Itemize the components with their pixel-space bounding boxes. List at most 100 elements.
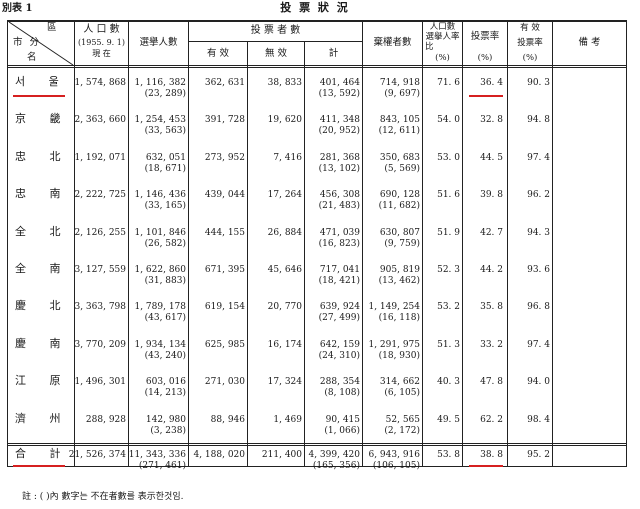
footnote: 註 : ( )內 數字는 不在者數를 表示한것임. bbox=[22, 492, 184, 502]
corner-header-top: 區 bbox=[47, 22, 57, 33]
cell-abstain: 690, 128 bbox=[379, 190, 420, 201]
cell-invalid: 38, 833 bbox=[267, 78, 302, 88]
cell-vrate: 97. 4 bbox=[527, 152, 550, 163]
cell-ratio: 51. 6 bbox=[437, 190, 460, 201]
cell-invalid: 16, 174 bbox=[267, 339, 302, 350]
cell-pop: 3, 363, 798 bbox=[74, 302, 126, 313]
region-name: 合 計 bbox=[15, 447, 71, 460]
cell-invalid: 45, 646 bbox=[267, 265, 302, 275]
cell-pop: 3, 770, 209 bbox=[74, 339, 126, 350]
cell-turnout: 62. 2 bbox=[480, 414, 503, 425]
cell-valid: 271, 030 bbox=[204, 377, 245, 388]
cell-abstain: 52, 565 bbox=[385, 414, 420, 425]
region-name: 忠 北 bbox=[15, 149, 71, 163]
cell-total_abs: (18, 421) bbox=[318, 276, 360, 286]
region-name: 慶 南 bbox=[15, 336, 71, 350]
voting-status-table: 區 市 分 道 名 人 口 數 (1955. 9. 1) 現 在 選擧人數 投 … bbox=[7, 20, 627, 471]
col-valid: 有 效 bbox=[206, 48, 230, 59]
cell-valid: 273, 952 bbox=[204, 152, 245, 163]
cell-turnout: 36. 4 bbox=[480, 78, 503, 88]
region-name: 全 北 bbox=[15, 224, 71, 238]
col-vrate-2: 投票率 bbox=[517, 38, 543, 48]
col-invalid: 無 效 bbox=[264, 48, 288, 59]
cell-valid: 391, 728 bbox=[204, 115, 245, 126]
cell-turnout: 42. 7 bbox=[480, 227, 503, 238]
region-name: 京 畿 bbox=[15, 112, 71, 126]
cell-total: 90, 415 bbox=[325, 414, 360, 425]
region-name: 全 南 bbox=[15, 262, 71, 275]
cell-ratio: 53. 2 bbox=[437, 302, 460, 313]
cell-abstain: 6, 943, 916 bbox=[368, 450, 420, 460]
col-vrate-unit: (%) bbox=[522, 53, 538, 63]
cell-ratio: 52. 3 bbox=[437, 265, 460, 275]
region-name: 忠 南 bbox=[15, 187, 71, 201]
cell-total: 639, 924 bbox=[319, 302, 360, 313]
cell-turnout: 35. 8 bbox=[480, 302, 503, 313]
cell-elect_abs: (43, 240) bbox=[144, 350, 186, 361]
col-total: 計 bbox=[328, 48, 339, 59]
cell-pop: 1, 192, 071 bbox=[74, 152, 126, 163]
cell-valid: 88, 946 bbox=[210, 414, 245, 425]
cell-abstain: 905, 819 bbox=[379, 265, 420, 275]
cell-total: 642, 159 bbox=[319, 339, 360, 350]
cell-total: 288, 354 bbox=[319, 377, 360, 388]
col-turnout: 投票率 bbox=[470, 31, 500, 42]
cell-invalid: 19, 620 bbox=[267, 115, 302, 126]
cell-elect: 1, 622, 860 bbox=[134, 265, 186, 275]
table-grid bbox=[7, 20, 627, 467]
cell-total: 471, 039 bbox=[319, 227, 360, 238]
col-population: 人 口 數 bbox=[83, 24, 120, 35]
cell-turnout: 38. 8 bbox=[480, 450, 503, 460]
cell-vrate: 96. 2 bbox=[527, 190, 550, 201]
table-label: 別表 1 bbox=[2, 3, 33, 14]
cell-vrate: 95. 2 bbox=[527, 450, 550, 460]
cell-total: 717, 041 bbox=[319, 265, 360, 275]
cell-turnout: 47. 8 bbox=[480, 377, 503, 388]
cell-abstain: 1, 149, 254 bbox=[368, 302, 420, 313]
region-name: 서 울 bbox=[15, 75, 69, 88]
cell-elect: 1, 789, 178 bbox=[134, 302, 186, 313]
cell-invalid: 17, 264 bbox=[267, 190, 302, 201]
cell-pop: 288, 928 bbox=[85, 414, 126, 425]
red-underlines bbox=[13, 95, 503, 467]
cell-ratio: 51. 3 bbox=[437, 339, 460, 350]
cell-pop: 2, 222, 725 bbox=[74, 190, 126, 201]
col-ratio-2: 選擧人率 bbox=[425, 32, 460, 42]
cell-abstain_abs: (2, 172) bbox=[384, 425, 420, 436]
col-ratio-3: 比 bbox=[425, 42, 434, 52]
cell-invalid: 26, 884 bbox=[267, 227, 302, 238]
cell-total_abs: (13, 592) bbox=[318, 89, 360, 99]
col-voters-group: 投 票 者 數 bbox=[250, 25, 301, 36]
region-name: 濟 州 bbox=[15, 411, 71, 425]
cell-elect: 1, 254, 453 bbox=[134, 115, 186, 126]
cell-pop: 2, 126, 255 bbox=[74, 227, 126, 238]
col-turnout-unit: (%) bbox=[477, 53, 493, 63]
page-title: 投 票 狀 況 bbox=[280, 1, 350, 14]
region-name: 慶 北 bbox=[15, 299, 71, 313]
cell-elect_abs: (43, 617) bbox=[144, 313, 186, 324]
cell-turnout: 32. 8 bbox=[480, 115, 503, 126]
cell-elect_abs: (26, 582) bbox=[144, 238, 186, 249]
region-name: 江 原 bbox=[15, 374, 71, 388]
cell-total_abs: (13, 102) bbox=[318, 163, 360, 174]
cell-elect: 1, 146, 436 bbox=[134, 190, 186, 201]
cell-abstain: 630, 807 bbox=[379, 227, 420, 238]
cell-valid: 439, 044 bbox=[204, 190, 245, 201]
cell-vrate: 94. 8 bbox=[527, 115, 550, 126]
cell-abstain: 714, 918 bbox=[379, 78, 420, 88]
cell-ratio: 51. 9 bbox=[437, 227, 460, 238]
corner-header-mid: 市 分 bbox=[13, 37, 42, 48]
cell-abstain_abs: (6, 105) bbox=[384, 388, 420, 399]
cell-valid: 671, 395 bbox=[204, 265, 245, 275]
cell-ratio: 53. 0 bbox=[437, 152, 460, 163]
col-remarks: 備 考 bbox=[578, 37, 601, 48]
cell-total_abs: (20, 952) bbox=[318, 126, 360, 137]
cell-abstain_abs: (9, 697) bbox=[384, 89, 420, 99]
cell-pop: 1, 496, 301 bbox=[74, 377, 126, 388]
cell-abstain_abs: (9, 759) bbox=[384, 238, 420, 249]
cell-valid: 4, 188, 020 bbox=[193, 450, 245, 460]
cell-ratio: 54. 0 bbox=[437, 115, 460, 126]
cell-abstain_abs: (16, 118) bbox=[378, 313, 420, 324]
cell-total_abs: (24, 310) bbox=[318, 350, 360, 361]
col-ratio-1: 人口數 bbox=[429, 22, 456, 32]
